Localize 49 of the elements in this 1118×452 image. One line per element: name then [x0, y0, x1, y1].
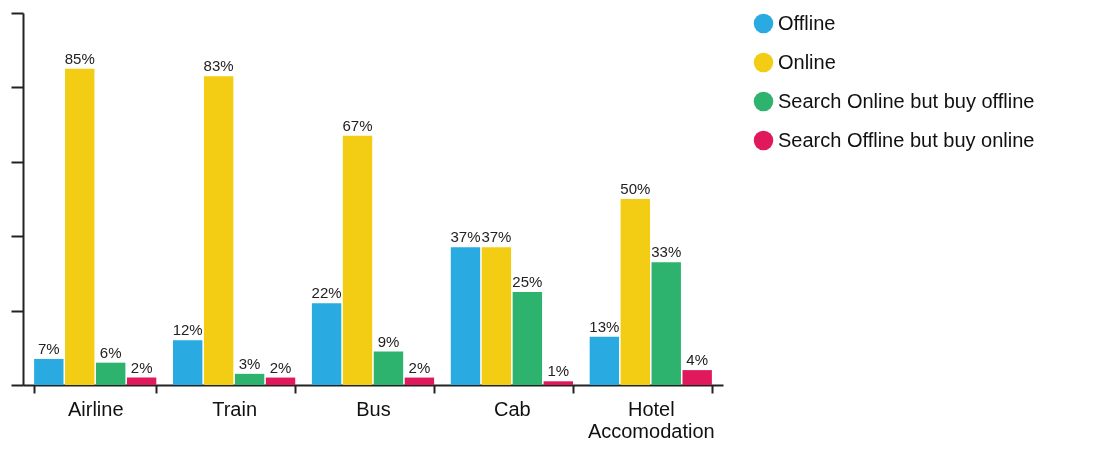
bar — [404, 377, 435, 385]
data-label: 6% — [99, 343, 122, 361]
bar — [512, 292, 543, 385]
x-tick-label: Bus — [356, 397, 391, 420]
bar — [311, 303, 342, 385]
bar — [65, 68, 95, 385]
x-tick-label: Hotel Accomodation — [587, 397, 715, 442]
data-label: 1% — [547, 362, 570, 380]
bar — [589, 336, 620, 385]
bar — [373, 351, 404, 385]
legend-label: Offline — [778, 11, 836, 34]
data-label: 25% — [512, 273, 543, 290]
data-label: 2% — [408, 358, 431, 376]
bar — [620, 199, 650, 385]
bar — [651, 262, 681, 385]
data-label: 33% — [651, 243, 682, 261]
bar — [203, 76, 234, 385]
bar — [450, 247, 481, 385]
bar — [682, 370, 712, 385]
data-label: 4% — [686, 351, 709, 369]
bar — [96, 362, 126, 385]
data-label: 85% — [64, 49, 95, 67]
data-label: 37% — [450, 228, 481, 246]
legend-label: Search Online but buy offline — [778, 89, 1035, 112]
legend-label: Search Offline but buy online — [778, 128, 1035, 151]
x-tick-label: Airline — [67, 397, 124, 420]
data-label: 9% — [377, 332, 400, 350]
data-label: 7% — [37, 339, 60, 357]
data-label: 13% — [589, 317, 620, 335]
data-label: 2% — [130, 358, 153, 376]
bar — [173, 340, 203, 385]
data-label: 3% — [238, 354, 261, 372]
data-label: 2% — [269, 358, 292, 376]
data-label: 83% — [203, 57, 234, 75]
bar — [342, 135, 373, 385]
bar — [234, 373, 265, 385]
bar — [543, 381, 573, 385]
data-label: 12% — [172, 321, 203, 339]
x-tick-label: Cab — [494, 397, 531, 420]
bar — [34, 358, 64, 385]
x-tick-label: Train — [212, 397, 258, 420]
legend-label: Online — [778, 50, 836, 73]
data-label: 22% — [311, 284, 342, 302]
data-label: 37% — [481, 228, 512, 246]
data-label: 67% — [342, 116, 373, 134]
bar — [265, 377, 296, 385]
bar — [126, 377, 157, 385]
bar — [481, 247, 512, 385]
data-label: 50% — [620, 180, 651, 197]
